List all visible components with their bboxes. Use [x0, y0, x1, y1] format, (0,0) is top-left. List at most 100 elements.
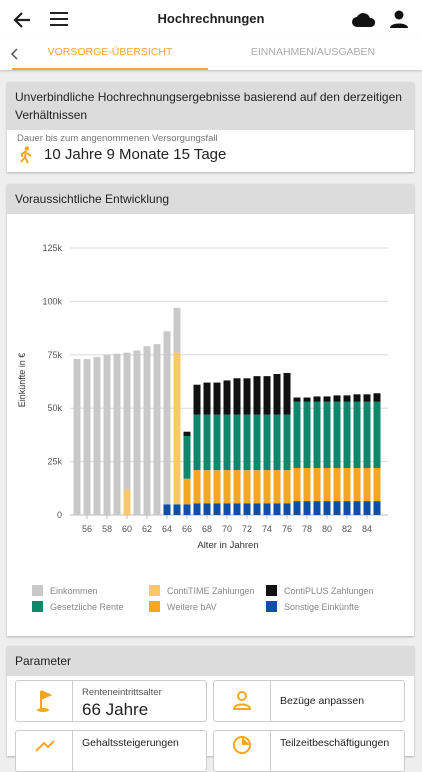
tab[interactable]: EINNAHMEN/AUSGABEN	[250, 46, 376, 58]
bar-segment	[223, 380, 231, 415]
bar-segment	[73, 359, 81, 515]
parameter-button[interactable]: Bezüge anpassen	[213, 680, 405, 722]
legend-swatch	[266, 585, 277, 596]
legend-swatch	[149, 601, 160, 612]
bar-segment	[233, 503, 241, 515]
bar-segment	[173, 504, 181, 515]
bar-segment	[193, 414, 201, 471]
x-tick-label: 76	[282, 524, 292, 534]
parameter-button[interactable]: Gehaltssteigerungen	[15, 730, 207, 772]
bar-segment	[353, 501, 361, 515]
bar-segment	[163, 504, 171, 515]
legend-swatch	[149, 585, 160, 596]
bar-segment	[333, 401, 341, 469]
bar-segment	[173, 307, 181, 353]
legend-swatch	[32, 601, 43, 612]
bar-segment	[333, 501, 341, 515]
bar-segment	[293, 401, 301, 469]
parameter-button[interactable]: Renteneintrittsalter 66 Jahre	[15, 680, 207, 722]
bar-segment	[313, 401, 321, 469]
legend-label: ContiTIME Zahlungen	[167, 586, 255, 596]
bar-segment	[303, 501, 311, 515]
tab-active[interactable]: VORSORGE-ÜBERSICHT	[47, 46, 173, 58]
bar-segment	[253, 376, 261, 415]
bar-segment	[123, 352, 131, 490]
back-button[interactable]	[12, 10, 32, 30]
parameter-button[interactable]: Teilzeitbeschäftigungen	[213, 730, 405, 772]
bar-segment	[193, 503, 201, 515]
y-tick-label: 75k	[47, 350, 62, 360]
label: Dauer bis zum angenommenen Versorgungsfa…	[17, 133, 218, 144]
bar-segment	[93, 356, 101, 515]
bar-segment	[213, 503, 221, 515]
bar-segment	[323, 501, 331, 515]
y-tick-label: 0	[57, 510, 62, 520]
bar-segment	[273, 470, 281, 504]
bar-segment	[263, 503, 271, 515]
tab-scroll-left[interactable]	[10, 48, 20, 60]
profile-button[interactable]	[390, 10, 408, 28]
bar-segment	[83, 359, 91, 515]
card-header: Parameter	[7, 646, 414, 676]
card-header: Unverbindliche Hochrechnungsergebnisse b…	[7, 82, 414, 130]
x-tick-label: 84	[362, 524, 372, 534]
summary-card: Unverbindliche Hochrechnungsergebnisse b…	[7, 82, 414, 172]
y-tick-label: 100k	[42, 296, 62, 306]
bar-segment	[213, 414, 221, 471]
bar-segment	[203, 503, 211, 515]
card-header: Voraussichtliche Entwicklung	[7, 184, 414, 214]
label: Teilzeitbeschäftigungen	[280, 737, 390, 749]
bar-segment	[163, 331, 171, 505]
bar-segment	[223, 503, 231, 515]
bar-segment	[123, 489, 131, 515]
bar-segment	[223, 470, 231, 504]
bar-segment	[193, 470, 201, 504]
bar-segment	[363, 501, 371, 515]
bar-segment	[203, 414, 211, 471]
bar-segment	[363, 468, 371, 502]
legend-label: Weitere bAV	[167, 602, 217, 612]
x-axis-label: Alter in Jahren	[197, 540, 258, 551]
bar-segment	[253, 470, 261, 504]
x-tick-label: 58	[102, 524, 112, 534]
bar-segment	[233, 378, 241, 415]
chart: 0 25k 50k 75k 100k 125k 56 58 60 62 64 66 68 70 72 74 76…	[17, 243, 388, 612]
bar-segment	[243, 503, 251, 515]
bar-segment	[273, 374, 281, 415]
x-tick-label: 68	[202, 524, 212, 534]
y-tick-label: 125k	[42, 243, 62, 253]
bar-segment	[283, 414, 291, 471]
label: Bezüge anpassen	[280, 695, 365, 707]
bar-segment	[213, 470, 221, 504]
bar-segment	[343, 395, 351, 402]
legend-swatch	[32, 585, 43, 596]
bar-segment	[323, 396, 331, 402]
bar-segment	[353, 468, 361, 502]
bar-segment	[213, 382, 221, 415]
bar-segment	[313, 468, 321, 502]
bar-segment	[373, 468, 381, 502]
bar-segment	[303, 468, 311, 502]
bar-segment	[253, 503, 261, 515]
bar-segment	[293, 397, 301, 402]
bar-segment	[373, 501, 381, 515]
parameter-card: Parameter Renteneintrittsalter 66 Jahre …	[7, 646, 414, 772]
x-tick-label: 56	[82, 524, 92, 534]
bar-segment	[303, 401, 311, 469]
bar-segment	[313, 501, 321, 515]
bar-segment	[343, 501, 351, 515]
x-tick-label: 62	[142, 524, 152, 534]
bar-segment	[183, 478, 191, 505]
menu-button[interactable]	[50, 12, 68, 26]
x-tick-label: 72	[242, 524, 252, 534]
bar-segment	[323, 401, 331, 469]
cloud-button[interactable]	[352, 11, 376, 27]
bar-segment	[303, 397, 311, 402]
page-title: Hochrechnungen	[157, 11, 265, 26]
legend-swatch	[266, 601, 277, 612]
bar-segment	[293, 501, 301, 515]
label: Gehaltssteigerungen	[82, 737, 179, 749]
bar-segment	[313, 396, 321, 402]
bar-segment	[233, 414, 241, 471]
x-tick-label: 64	[162, 524, 172, 534]
